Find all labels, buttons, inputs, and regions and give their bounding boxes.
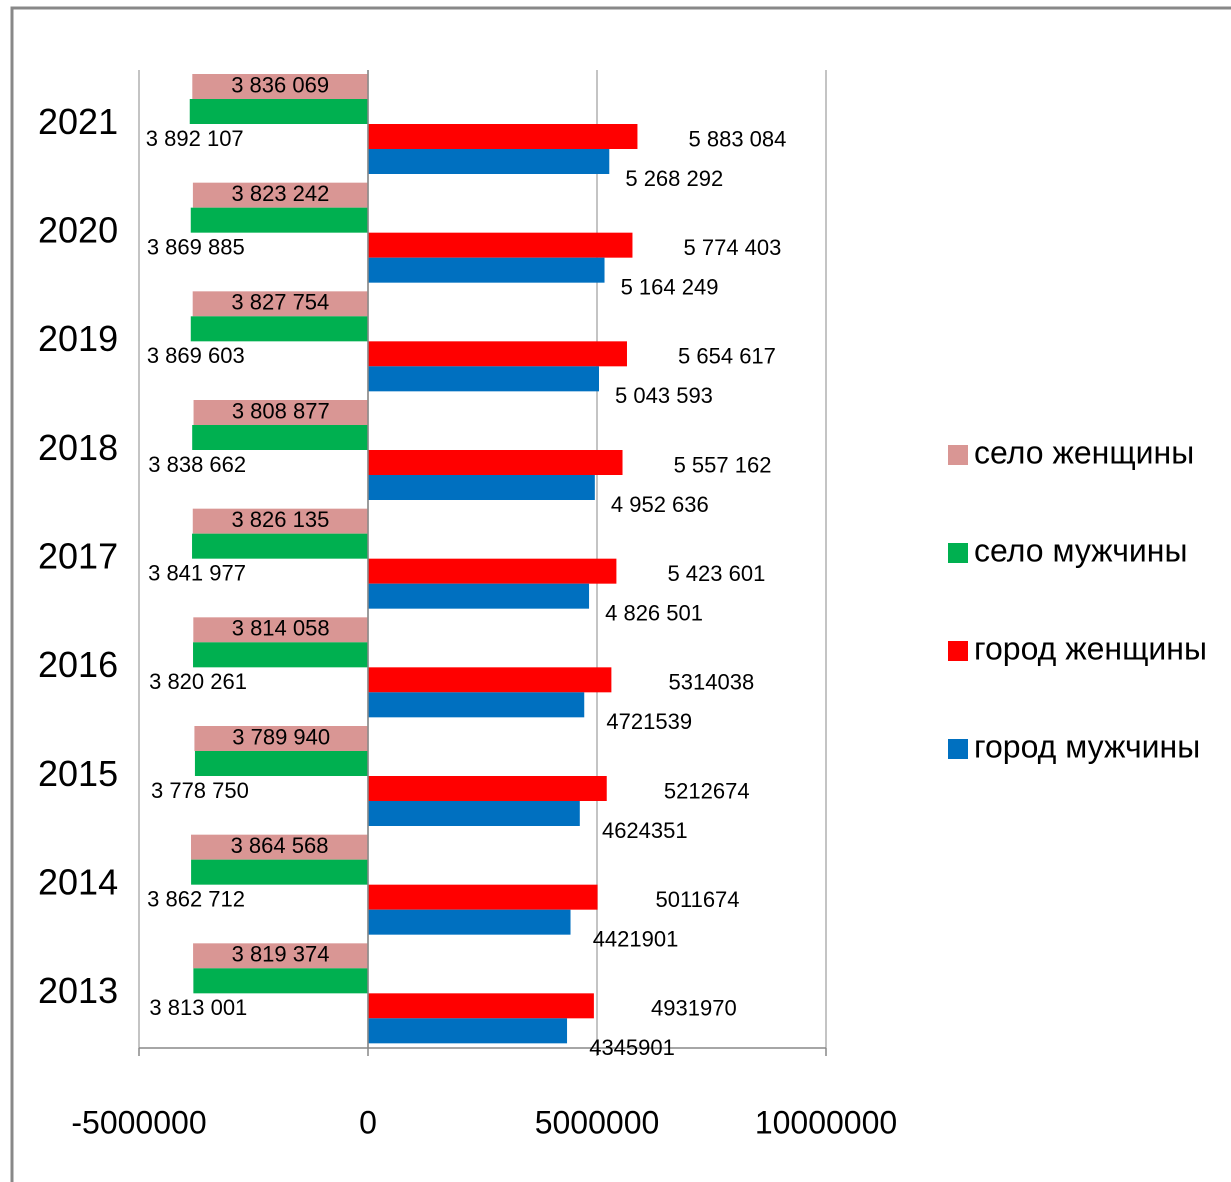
- legend-swatch: [948, 445, 968, 465]
- bar: [194, 726, 368, 751]
- data-label: 4421901: [593, 926, 679, 951]
- bar: [368, 884, 598, 910]
- bar: [368, 692, 585, 718]
- frame: [10, 6, 1231, 1182]
- x-tick-label: 0: [359, 1104, 377, 1140]
- bar: [193, 617, 368, 643]
- data-label: 5011674: [656, 887, 740, 912]
- bar: [368, 558, 617, 584]
- data-label: 3 892 107: [146, 126, 244, 151]
- legend-label: село мужчины: [974, 532, 1187, 568]
- bar: [368, 232, 633, 258]
- legend-label: село женщины: [974, 434, 1194, 470]
- bar: [192, 508, 368, 534]
- data-label: 3 869 885: [147, 234, 245, 259]
- data-label: 3 789 940: [232, 724, 330, 749]
- data-label: 5 654 617: [678, 344, 776, 369]
- x-tick-label: -5000000: [71, 1104, 206, 1140]
- data-label: 3 841 977: [148, 560, 246, 585]
- bar: [368, 776, 607, 801]
- y-tick-label: 2014: [38, 862, 118, 903]
- bar: [194, 751, 368, 776]
- data-label: 3 827 754: [231, 290, 329, 315]
- y-tick-label: 2013: [38, 970, 118, 1011]
- legend-swatch: [948, 739, 968, 759]
- bar: [368, 149, 610, 174]
- bar: [368, 366, 599, 392]
- bar: [192, 425, 368, 450]
- y-tick-label: 2019: [38, 318, 118, 359]
- data-label: 5 883 084: [689, 126, 787, 151]
- bar: [193, 642, 368, 668]
- bar: [190, 207, 368, 233]
- data-label: 5 423 601: [667, 561, 765, 586]
- bar: [192, 74, 368, 99]
- bar: [189, 99, 368, 124]
- y-tick-label: 2020: [38, 210, 118, 251]
- data-label: 3 864 568: [231, 833, 329, 858]
- y-tick-label: 2017: [38, 536, 118, 577]
- data-label: 4931970: [651, 996, 737, 1021]
- bar: [193, 400, 368, 425]
- bar: [368, 124, 638, 149]
- data-label: 3 819 374: [232, 942, 330, 967]
- data-label: 5 268 292: [625, 166, 723, 191]
- data-label: 5314038: [669, 670, 755, 695]
- bar: [193, 968, 368, 994]
- data-label: 3 814 058: [232, 616, 330, 641]
- data-label: 3 826 135: [231, 507, 329, 532]
- bar: [368, 1018, 568, 1044]
- y-tick-label: 2018: [38, 427, 118, 468]
- data-label: 3 838 662: [148, 452, 246, 477]
- legend-swatch: [948, 543, 968, 563]
- bar: [368, 475, 595, 500]
- data-label: 5 557 162: [674, 452, 772, 477]
- bar: [368, 993, 594, 1019]
- bar: [192, 533, 368, 559]
- legend-label: город женщины: [974, 630, 1207, 666]
- bar: [191, 834, 368, 860]
- bar: [368, 667, 612, 693]
- x-tick-label: 10000000: [755, 1104, 897, 1140]
- bar: [190, 316, 368, 342]
- data-label: 3 808 877: [232, 398, 330, 423]
- data-label: 3 869 603: [147, 343, 245, 368]
- data-label: 4345901: [589, 1035, 675, 1060]
- bar: [368, 909, 571, 935]
- data-label: 5 164 249: [621, 274, 719, 299]
- data-label: 3 836 069: [231, 72, 329, 97]
- data-label: 3 823 242: [232, 181, 330, 206]
- data-label: 4 826 501: [605, 600, 703, 625]
- legend-label: город мужчины: [974, 728, 1200, 764]
- data-label: 3 862 712: [147, 886, 245, 911]
- data-label: 3 778 750: [151, 778, 249, 803]
- data-label: 5212674: [664, 778, 750, 803]
- bar: [368, 583, 590, 609]
- data-label: 4624351: [602, 818, 688, 843]
- x-tick-label: 5000000: [535, 1104, 660, 1140]
- bar: [368, 341, 627, 367]
- bar: [368, 801, 580, 826]
- bar: [191, 859, 368, 885]
- data-label: 4 952 636: [611, 492, 709, 517]
- bar: [193, 943, 368, 969]
- data-label: 3 820 261: [149, 669, 247, 694]
- y-tick-label: 2015: [38, 753, 118, 794]
- data-label: 4721539: [606, 709, 692, 734]
- bar: [368, 450, 623, 475]
- data-label: 5 043 593: [615, 383, 713, 408]
- y-tick-label: 2021: [38, 101, 118, 142]
- bar: [368, 257, 605, 283]
- data-label: 5 774 403: [684, 235, 782, 260]
- legend-swatch: [948, 641, 968, 661]
- y-tick-label: 2016: [38, 644, 118, 685]
- data-label: 3 813 001: [149, 995, 247, 1020]
- bar: [192, 182, 368, 208]
- bar: [192, 291, 368, 317]
